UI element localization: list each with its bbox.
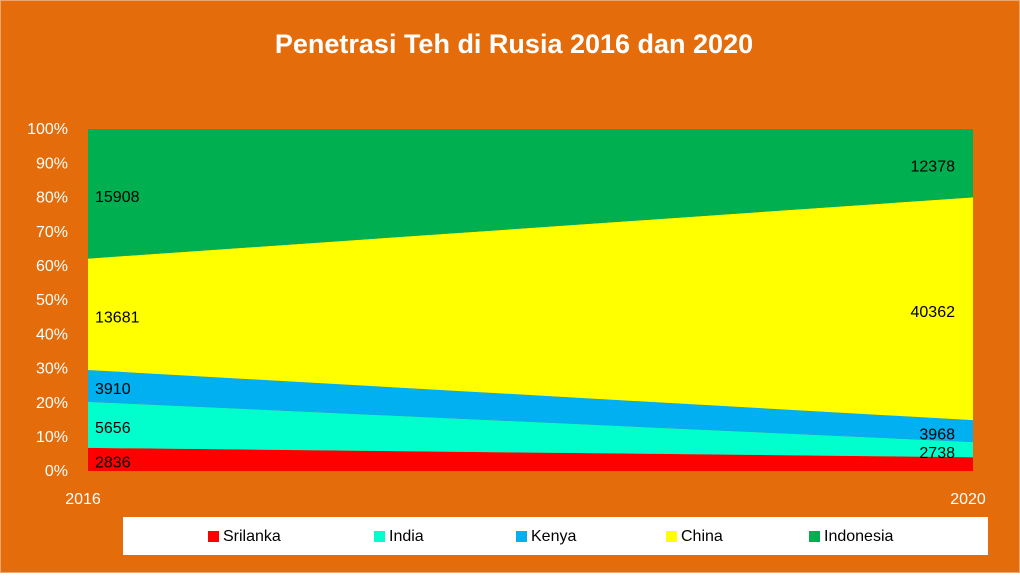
x-tick-label: 2016 bbox=[65, 491, 101, 508]
y-tick-label: 90% bbox=[36, 155, 68, 172]
legend-swatch bbox=[374, 531, 385, 542]
legend-swatch bbox=[809, 531, 820, 542]
legend-label: Indonesia bbox=[824, 528, 893, 545]
y-tick-label: 50% bbox=[36, 292, 68, 309]
data-label: 15908 bbox=[95, 189, 140, 206]
y-tick-label: 40% bbox=[36, 326, 68, 343]
legend-label: Srilanka bbox=[223, 528, 281, 545]
area bbox=[88, 197, 973, 421]
y-tick-label: 70% bbox=[36, 224, 68, 241]
data-label: 3910 bbox=[95, 381, 131, 398]
data-label: 2836 bbox=[95, 455, 131, 472]
y-tick-label: 100% bbox=[27, 121, 68, 138]
y-tick-label: 20% bbox=[36, 395, 68, 412]
legend-swatch bbox=[208, 531, 219, 542]
y-tick-label: 60% bbox=[36, 258, 68, 275]
data-label: 40362 bbox=[911, 304, 956, 321]
area bbox=[88, 129, 973, 259]
legend-label: Kenya bbox=[531, 528, 576, 545]
legend-box bbox=[123, 517, 988, 555]
y-tick-label: 10% bbox=[36, 429, 68, 446]
legend-label: India bbox=[389, 528, 424, 545]
data-label: 5656 bbox=[95, 420, 131, 437]
y-tick-label: 80% bbox=[36, 190, 68, 207]
chart-title: Penetrasi Teh di Rusia 2016 dan 2020 bbox=[275, 29, 753, 59]
x-tick-label: 2020 bbox=[950, 491, 986, 508]
data-label: 3968 bbox=[919, 426, 955, 443]
data-label: 12378 bbox=[911, 158, 956, 175]
legend-swatch bbox=[666, 531, 677, 542]
y-tick-label: 0% bbox=[45, 463, 68, 480]
data-label: 13681 bbox=[95, 309, 140, 326]
legend-label: China bbox=[681, 528, 723, 545]
area bbox=[88, 401, 973, 458]
area bbox=[88, 447, 973, 471]
data-label: 2738 bbox=[919, 445, 955, 462]
area bbox=[88, 369, 973, 443]
legend-swatch bbox=[516, 531, 527, 542]
y-tick-label: 30% bbox=[36, 361, 68, 378]
